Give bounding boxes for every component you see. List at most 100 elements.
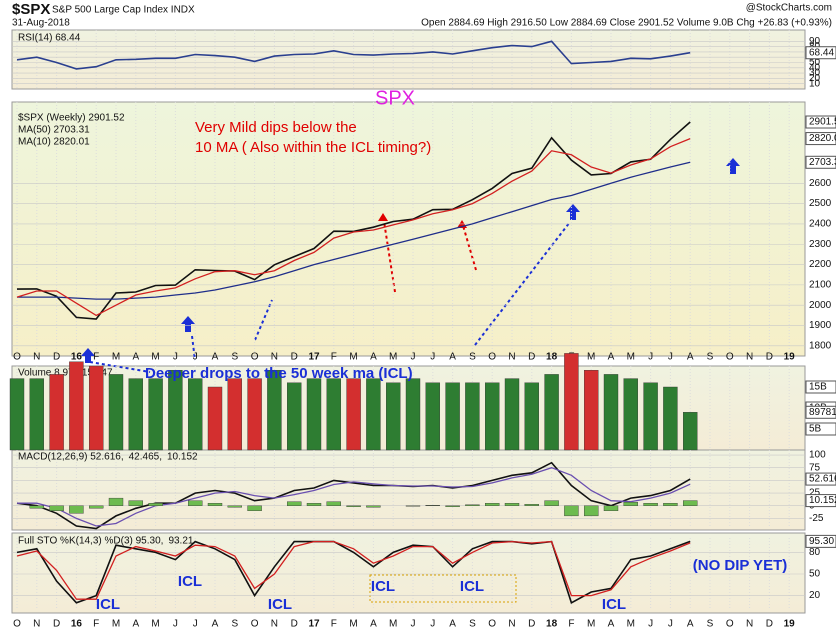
bar	[247, 378, 262, 451]
x-tick-label: N	[746, 352, 753, 363]
x-tick-label: N	[33, 352, 40, 363]
bar	[366, 505, 381, 508]
bar	[29, 378, 44, 451]
x-tick-label: O	[488, 352, 496, 363]
dashed-lines	[89, 221, 571, 373]
x-tick-label: 19	[784, 619, 796, 630]
bar	[168, 370, 183, 451]
y-tick-label: -25	[809, 513, 824, 524]
panel	[11, 101, 806, 357]
y-tick-label: 30	[809, 68, 821, 79]
line	[16, 540, 691, 600]
annotation: ICL	[371, 578, 395, 595]
y-tick-label: 2100	[809, 280, 832, 291]
y-tick-label: 2400	[809, 219, 832, 230]
legend-entry: 42.465,	[129, 452, 162, 463]
bar	[306, 503, 322, 506]
x-tick-label: O	[251, 352, 259, 363]
bar	[9, 378, 25, 451]
x-tick-label: N	[271, 352, 278, 363]
x-tick-label: 18	[546, 619, 558, 630]
bar	[69, 361, 84, 451]
x-tick-label: M	[389, 352, 397, 363]
bar	[306, 378, 322, 451]
tag	[805, 472, 836, 486]
bar	[485, 503, 500, 506]
bar	[247, 505, 262, 512]
bar	[108, 374, 124, 451]
bar	[346, 505, 361, 507]
bar	[425, 382, 440, 451]
line	[16, 137, 691, 317]
bar	[445, 382, 460, 451]
legend-entry: MA(50) 2703.31	[18, 125, 90, 136]
x-tick-label: D	[766, 619, 773, 630]
x-tick-label: F	[93, 352, 99, 363]
tag	[805, 115, 836, 129]
y-tick-label: 2703.3	[809, 157, 836, 168]
x-tick-label: O	[488, 619, 496, 630]
x-tick-label: 19	[784, 352, 796, 363]
y-tick-label: 2000	[809, 300, 832, 311]
bar	[663, 503, 678, 506]
y-tick-label: 68.44	[809, 47, 834, 58]
y-tick-label: 2300	[809, 239, 832, 250]
bar	[148, 378, 163, 451]
annotation: ICL	[96, 596, 120, 613]
x-tick-label: S	[469, 352, 476, 363]
x-tick-label: 18	[546, 352, 558, 363]
bar	[683, 412, 698, 451]
x-tick-label: 17	[308, 352, 320, 363]
y-tick-label: 2200	[809, 259, 832, 270]
bar	[683, 500, 698, 506]
annotation: ICL	[460, 578, 484, 595]
bar	[88, 505, 104, 509]
x-tick-label: J	[173, 619, 178, 630]
bar	[128, 378, 144, 451]
x-tick-label: F	[93, 619, 99, 630]
y-tick-label: 52.616	[809, 474, 836, 485]
y-tick-label: 1800	[809, 340, 832, 351]
y-tick-label: 80	[809, 547, 821, 558]
legend-entry: $SPX (Weekly) 2901.52	[18, 113, 125, 124]
bar	[287, 501, 302, 506]
x-tick-label: A	[687, 619, 694, 630]
x-tick-label: M	[151, 352, 159, 363]
bar	[128, 500, 144, 506]
x-tick-label: J	[668, 352, 673, 363]
legend-entry: MA(10) 2820.01	[18, 137, 90, 148]
annotation: 10 MA ( Also within the ICL timing?)	[195, 139, 431, 156]
x-tick-label: M	[349, 352, 357, 363]
x-tick-label: F	[331, 619, 337, 630]
y-tick-label: 100	[809, 450, 826, 461]
x-tick-label: M	[389, 619, 397, 630]
bar	[366, 378, 381, 451]
y-tick-label: 40	[809, 62, 821, 73]
x-tick-label: 16	[71, 352, 83, 363]
y-tick-label: 89781	[809, 407, 836, 418]
annotation: SPX	[375, 87, 415, 109]
x-tick-label: A	[212, 619, 219, 630]
y-tick-label: 1900	[809, 320, 832, 331]
x-tick-label: 17	[308, 619, 320, 630]
x-tick-label: O	[726, 352, 734, 363]
x-tick-label: M	[151, 619, 159, 630]
tag	[805, 422, 836, 436]
bar	[445, 505, 460, 507]
bar	[405, 505, 421, 507]
bar	[623, 378, 638, 451]
x-tick-label: D	[291, 352, 298, 363]
x-tick-label: D	[528, 619, 535, 630]
y-tick-label: 2901.5	[809, 117, 836, 128]
date: 31-Aug-2018	[12, 18, 70, 29]
y-tick-label: 2500	[809, 198, 832, 209]
symbol: $SPX	[12, 1, 50, 18]
y-tick-label: 15B	[809, 382, 827, 393]
x-tick-label: J	[411, 352, 416, 363]
x-tick-label: M	[587, 619, 595, 630]
x-tick-label: J	[430, 352, 435, 363]
annotation: ICL	[268, 596, 292, 613]
y-tick-label: 90	[809, 36, 821, 47]
name: S&P 500 Large Cap Index INDX	[52, 5, 195, 16]
x-tick-label: O	[251, 619, 259, 630]
